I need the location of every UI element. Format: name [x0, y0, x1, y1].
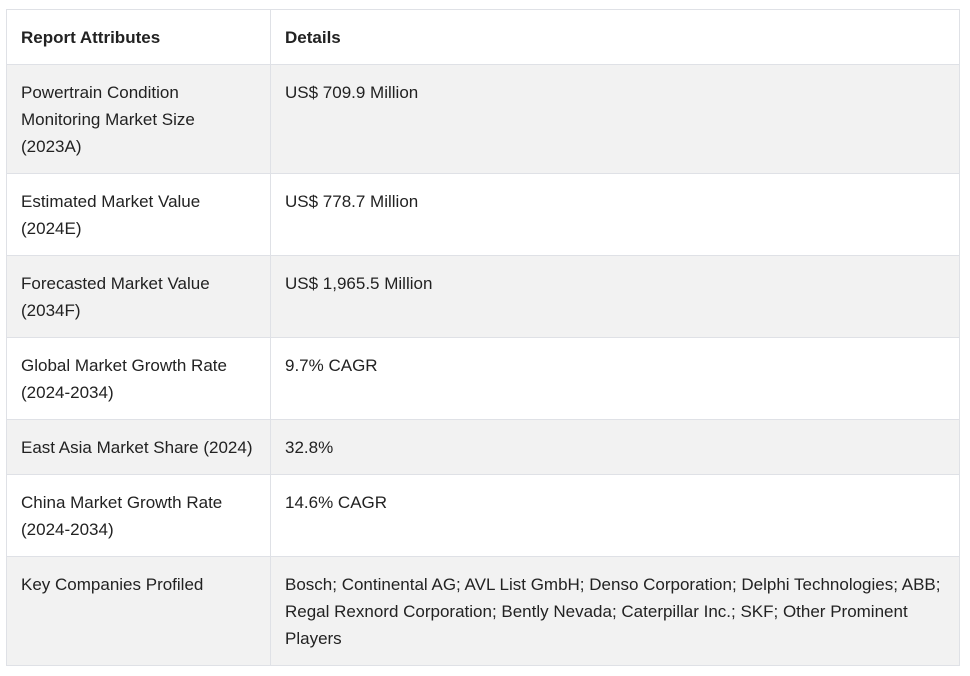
attribute-cell: China Market Growth Rate (2024-2034) [6, 474, 271, 557]
table-row: East Asia Market Share (2024) 32.8% [6, 419, 960, 475]
attribute-cell: Estimated Market Value (2024E) [6, 173, 271, 256]
table-row: Powertrain Condition Monitoring Market S… [6, 64, 960, 174]
attribute-cell: Key Companies Profiled [6, 556, 271, 666]
attribute-cell: Powertrain Condition Monitoring Market S… [6, 64, 271, 174]
attribute-cell: East Asia Market Share (2024) [6, 419, 271, 475]
header-details: Details [270, 9, 960, 65]
table-row: Estimated Market Value (2024E) US$ 778.7… [6, 173, 960, 256]
detail-cell: US$ 1,965.5 Million [270, 255, 960, 338]
table-row: Global Market Growth Rate (2024-2034) 9.… [6, 337, 960, 420]
detail-cell: US$ 709.9 Million [270, 64, 960, 174]
detail-cell: 32.8% [270, 419, 960, 475]
attribute-cell: Global Market Growth Rate (2024-2034) [6, 337, 271, 420]
attribute-cell: Forecasted Market Value (2034F) [6, 255, 271, 338]
detail-cell: 9.7% CAGR [270, 337, 960, 420]
report-attributes-table: Report Attributes Details Powertrain Con… [6, 9, 960, 666]
header-report-attributes: Report Attributes [6, 9, 271, 65]
detail-cell: US$ 778.7 Million [270, 173, 960, 256]
detail-cell: 14.6% CAGR [270, 474, 960, 557]
table-row: Key Companies Profiled Bosch; Continenta… [6, 556, 960, 666]
table-header-row: Report Attributes Details [6, 9, 960, 65]
table-row: China Market Growth Rate (2024-2034) 14.… [6, 474, 960, 557]
table-row: Forecasted Market Value (2034F) US$ 1,96… [6, 255, 960, 338]
detail-cell: Bosch; Continental AG; AVL List GmbH; De… [270, 556, 960, 666]
